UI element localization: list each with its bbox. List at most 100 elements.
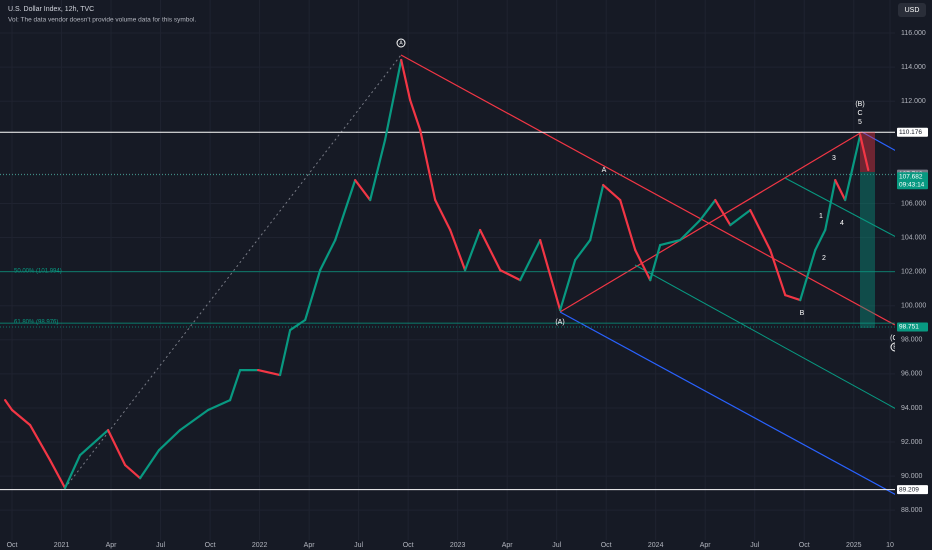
reward-zone: [860, 172, 875, 328]
x-tick-label: 10: [886, 542, 894, 549]
price-path: [419, 128, 437, 202]
currency-button[interactable]: [898, 3, 926, 17]
symbol-title: U.S. Dollar Index, 12h, TVC: [8, 6, 94, 13]
price-tag-time: 09:43:14: [899, 182, 925, 189]
x-tick-label: Jul: [750, 542, 759, 549]
x-tick-label: Apr: [106, 542, 118, 549]
price-path: [539, 238, 562, 312]
price-path: [634, 248, 652, 282]
axes: 116.000 114.000 112.000 106.000 104.000 102.0…: [7, 20, 932, 549]
price-path: [123, 463, 142, 480]
price-path: [769, 248, 787, 297]
price-path: [28, 423, 52, 462]
wave-label: 2: [822, 255, 826, 262]
price-path: [106, 428, 127, 467]
price-axis: [895, 20, 932, 540]
price-path: [139, 448, 161, 480]
price-tag: [897, 485, 928, 495]
price-path: [319, 238, 337, 272]
price-path: [278, 328, 292, 377]
price-path: [228, 369, 242, 402]
wave-circle: [396, 38, 406, 48]
x-tick-label: Oct: [403, 542, 414, 549]
price-tag-label: 98.751: [899, 324, 919, 331]
y-tick-label: 94.000: [901, 405, 923, 412]
x-tick-label: Oct: [205, 542, 216, 549]
y-tick-label: 98.000: [901, 337, 923, 344]
price-tag: [897, 127, 928, 137]
x-tick-label: Apr: [502, 542, 514, 549]
volume-note: Vol: The data vendor doesn't provide vol…: [8, 17, 196, 24]
price-path: [589, 183, 605, 242]
x-tick-label: Apr: [700, 542, 712, 549]
y-tick-label: 96.000: [901, 371, 923, 378]
x-tick-label: Jul: [156, 542, 165, 549]
price-path: [679, 218, 702, 242]
trend-line: [861, 131, 899, 153]
price-path: [834, 179, 847, 202]
x-tick-label: Jul: [552, 542, 561, 549]
price-path: [749, 209, 772, 252]
price-path: [799, 248, 817, 302]
price-path: [729, 209, 752, 227]
wave-label: 4: [840, 220, 844, 227]
price-path: [157, 428, 182, 452]
price-path: [334, 179, 357, 242]
x-tick-label: 2022: [252, 542, 268, 549]
wave-label: 1: [819, 213, 823, 220]
dashed-guide: [64, 54, 402, 489]
fib-label: 61.80% (98.976): [14, 320, 58, 326]
price-tag-label: 107.682: [899, 174, 923, 181]
x-tick-label: Apr: [304, 542, 316, 549]
price-path: [659, 238, 682, 247]
y-tick-label: 116.000: [901, 30, 926, 37]
x-tick-label: Oct: [7, 542, 18, 549]
price-path: [449, 228, 467, 272]
price-path: [207, 399, 232, 412]
price-tag: [897, 322, 928, 332]
candles: [4, 58, 870, 490]
price-path: [824, 179, 837, 232]
y-tick-label: 114.000: [901, 64, 926, 71]
wave-label: A: [602, 167, 607, 174]
x-tick-label: Oct: [601, 542, 612, 549]
price-path: [354, 179, 372, 202]
wave-label: (A): [555, 319, 564, 326]
x-tick-label: 2021: [54, 542, 70, 549]
price-tag-label: 89.209: [899, 486, 919, 493]
price-path: [714, 198, 732, 227]
currency[interactable]: USD: [905, 7, 920, 14]
trend-line: [634, 264, 899, 411]
price-path: [78, 428, 110, 457]
price-path: [10, 408, 32, 427]
price-path: [574, 238, 592, 262]
wave-label: (B): [855, 101, 864, 108]
wave-label: C: [857, 110, 862, 117]
wave-label: B: [800, 310, 805, 317]
x-tick-label: 2024: [648, 542, 664, 549]
y-tick-label: 102.000: [901, 268, 926, 275]
wave-label: 5: [858, 119, 862, 126]
wave-label: A: [399, 40, 403, 46]
y-tick-label: 112.000: [901, 98, 926, 105]
x-tick-label: 2025: [846, 542, 862, 549]
price-path: [814, 228, 827, 252]
price-path: [559, 258, 577, 312]
price-path: [178, 408, 210, 432]
price-path: [619, 198, 637, 252]
price-tag-label: 110.176: [899, 129, 922, 136]
price-path: [463, 228, 482, 272]
risk-zone: [860, 132, 875, 172]
price-path: [649, 243, 662, 282]
levels: 50.00% (101.994) 61.80% (98.976): [0, 131, 895, 491]
price-path: [499, 268, 522, 282]
price-path: [478, 228, 502, 272]
y-tick-label: 92.000: [901, 439, 923, 446]
wave-label: 3: [832, 155, 836, 162]
price-path: [383, 58, 403, 142]
price-path: [519, 238, 542, 282]
price-path: [289, 318, 307, 332]
y-tick-label: 100.000: [901, 303, 926, 310]
price-path: [844, 134, 862, 202]
